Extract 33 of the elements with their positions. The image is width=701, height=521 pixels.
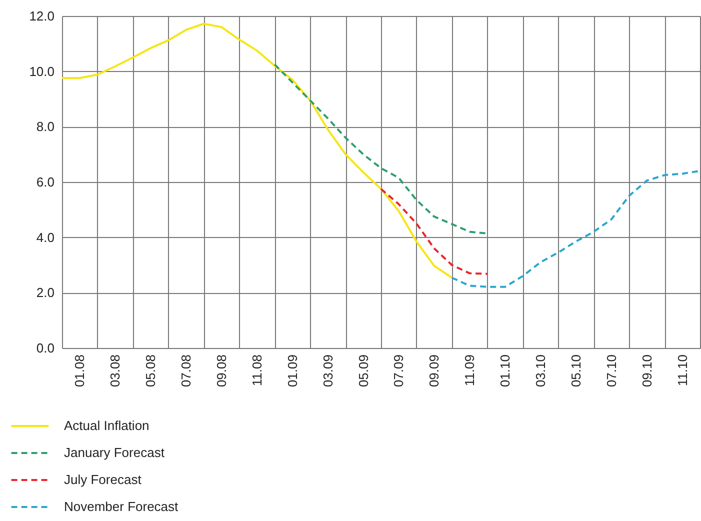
x-tick-label: 01.10 bbox=[498, 354, 513, 388]
y-tick-label: 6.0 bbox=[36, 174, 54, 190]
x-tick-label: 05.09 bbox=[356, 354, 371, 388]
x-tick-label: 09.08 bbox=[214, 354, 229, 388]
line-series bbox=[274, 63, 488, 234]
x-tick-label: 07.10 bbox=[604, 354, 619, 388]
x-tick-label: 05.10 bbox=[568, 354, 584, 388]
y-tick-label: 8.0 bbox=[36, 119, 54, 134]
x-tick-label: 11.09 bbox=[462, 354, 478, 386]
y-tick-label: 12.0 bbox=[29, 8, 54, 24]
line-series bbox=[380, 188, 488, 275]
y-tick-label: 10.0 bbox=[29, 64, 54, 79]
x-tick-label: 09.10 bbox=[639, 354, 654, 388]
x-tick-label: 09.09 bbox=[426, 354, 442, 388]
x-tick-label: 07.08 bbox=[178, 354, 194, 388]
y-tick-label: 4.0 bbox=[36, 230, 54, 245]
legend-label: Actual Inflation bbox=[64, 418, 150, 433]
legend-label: January Forecast bbox=[64, 445, 165, 460]
line-series bbox=[450, 170, 701, 288]
y-tick-label: 0.0 bbox=[36, 340, 54, 356]
x-tick-label: 03.08 bbox=[108, 354, 123, 388]
x-tick-label: 05.08 bbox=[143, 354, 158, 388]
x-tick-label: 03.09 bbox=[320, 354, 336, 388]
x-tick-label: 01.08 bbox=[72, 354, 88, 388]
y-tick-label: 2.0 bbox=[36, 285, 54, 300]
line-series bbox=[61, 22, 453, 279]
x-tick-label: 03.10 bbox=[533, 354, 548, 388]
legend-label: November Forecast bbox=[64, 499, 179, 514]
x-tick-label: 11.10 bbox=[674, 354, 690, 386]
legend-label: July Forecast bbox=[64, 472, 142, 487]
x-tick-label: 07.09 bbox=[391, 354, 406, 388]
x-tick-label: 01.09 bbox=[284, 354, 300, 388]
x-tick-label: 11.08 bbox=[249, 354, 264, 386]
